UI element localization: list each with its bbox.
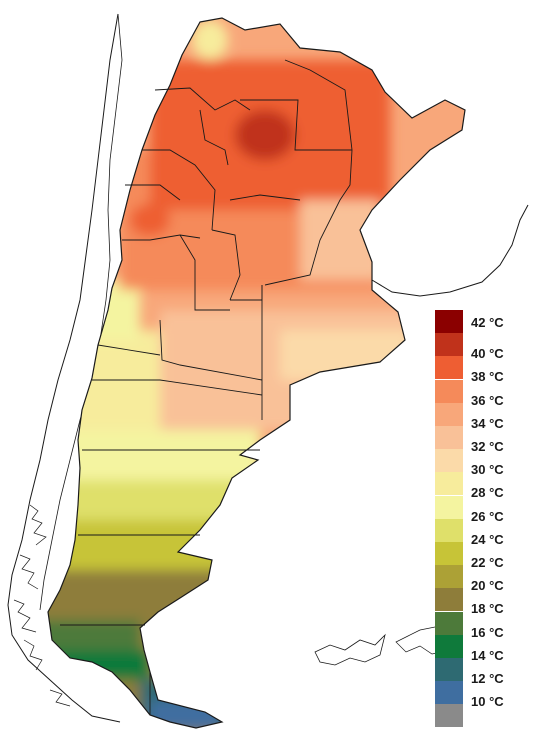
legend-swatch [435, 611, 463, 635]
legend-label: 16 °C [471, 624, 504, 640]
country-boundary [47, 17, 466, 729]
legend-swatch [435, 379, 463, 403]
uruguay-coast [371, 204, 529, 297]
legend-row: 38 °C [435, 356, 535, 384]
legend-row: 24 °C [435, 518, 535, 547]
legend-row: 34 °C [435, 402, 535, 431]
legend-swatch [435, 426, 463, 449]
legend-swatch [435, 333, 463, 357]
fjord-islands [13, 504, 455, 707]
legend-row: 36 °C [435, 379, 535, 408]
legend-label: 32 °C [471, 439, 504, 454]
legend-row [435, 704, 535, 728]
legend-swatch [435, 681, 463, 705]
legend-swatch [435, 565, 463, 589]
legend-swatch [435, 704, 463, 728]
legend-row: 12 °C [435, 658, 535, 686]
legend-label: 10 °C [471, 694, 504, 710]
legend-label: 40 °C [471, 346, 504, 362]
legend-label: 18 °C [471, 601, 504, 617]
legend-row: 14 °C [435, 634, 535, 663]
legend-swatch [435, 472, 463, 496]
legend-label: 30 °C [471, 462, 504, 478]
legend-label: 12 °C [471, 671, 504, 686]
legend-swatch [435, 449, 463, 473]
legend-swatch [435, 658, 463, 681]
province-boundaries [60, 59, 353, 715]
legend-row: 28 °C [435, 472, 535, 500]
legend-label: 38 °C [471, 369, 504, 385]
legend-row: 32 °C [435, 426, 535, 454]
legend-label: 20 °C [471, 578, 504, 594]
legend-swatch [435, 495, 463, 519]
legend-row: 40 °C [435, 333, 535, 361]
legend-label: 14 °C [471, 647, 504, 663]
legend-swatch [435, 402, 463, 426]
legend-swatch [435, 588, 463, 612]
legend-row: 22 °C [435, 542, 535, 570]
legend-label: 22 °C [471, 555, 504, 570]
legend-row: 30 °C [435, 449, 535, 477]
legend-label: 34 °C [471, 415, 504, 431]
chile-coastline [7, 13, 121, 723]
legend-label: 24 °C [471, 531, 504, 547]
legend-label: 42 °C [471, 315, 504, 330]
legend-row: 18 °C [435, 588, 535, 616]
legend-row: 26 °C [435, 495, 535, 524]
legend-label: 36 °C [471, 392, 504, 408]
legend-label: 28 °C [471, 485, 504, 501]
legend-row: 20 °C [435, 565, 535, 593]
legend-swatch [435, 518, 463, 542]
legend-swatch [435, 310, 463, 333]
legend-swatch [435, 356, 463, 380]
legend-row: 16 °C [435, 611, 535, 640]
legend-label: 26 °C [471, 508, 504, 524]
legend-swatch [435, 542, 463, 565]
legend-row: 42 °C [435, 310, 535, 333]
legend-swatch [435, 634, 463, 658]
islands-outline [314, 633, 386, 666]
legend-row: 10 °C [435, 681, 535, 709]
